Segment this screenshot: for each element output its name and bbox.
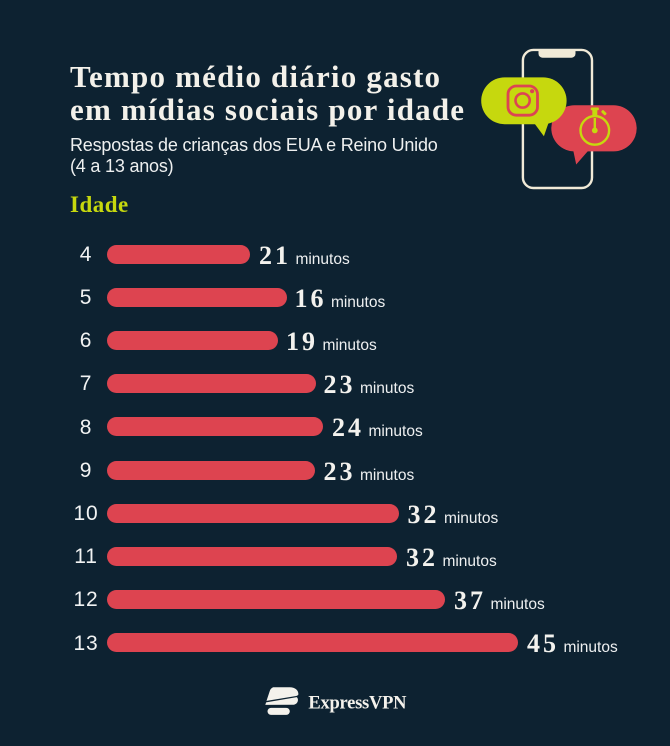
svg-text:ExpressVPN: ExpressVPN (308, 693, 407, 713)
